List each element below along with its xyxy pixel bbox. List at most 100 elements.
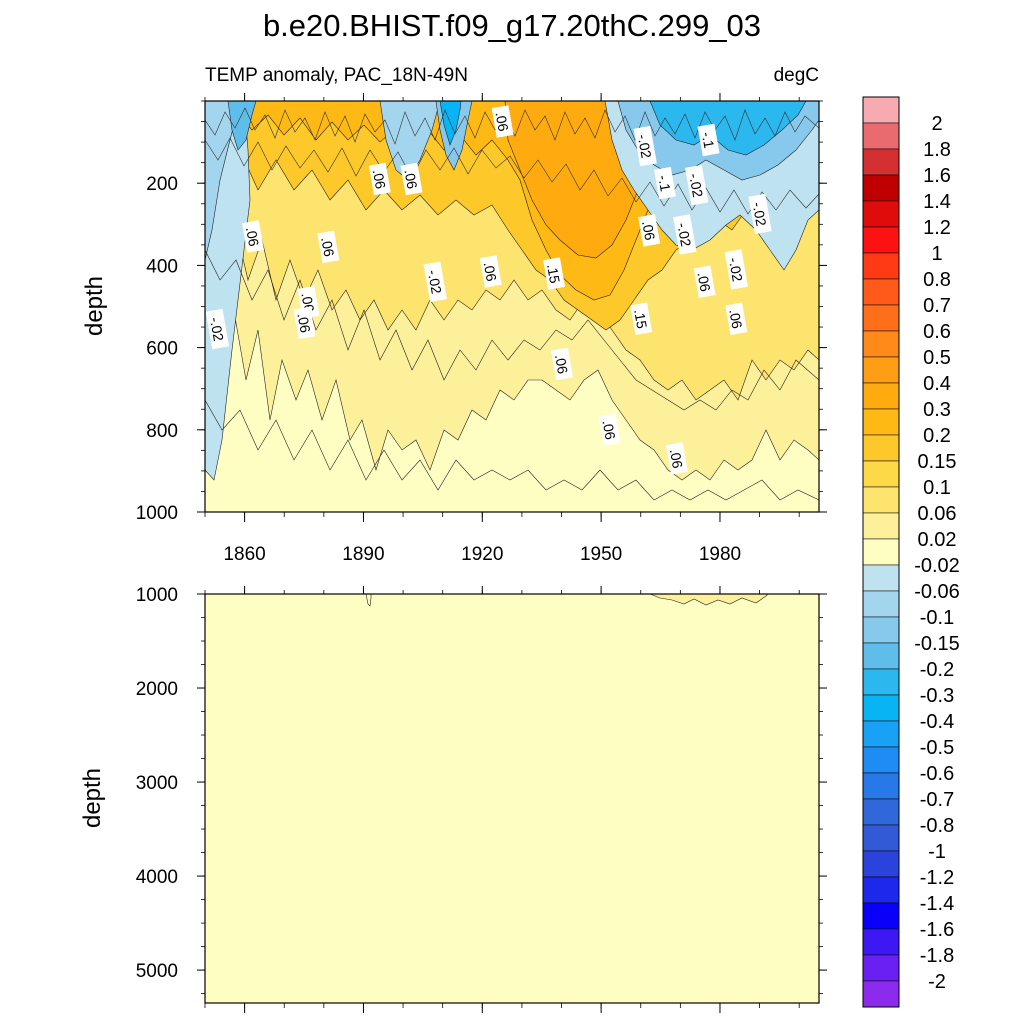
y-tick-label: 200 <box>146 174 178 195</box>
lower-y-axis: 1000 2000 3000 4000 5000 <box>136 585 827 994</box>
contour-label: .06 <box>368 162 391 196</box>
x-tick-label: 1980 <box>699 544 741 565</box>
units-label: degC <box>774 65 819 86</box>
y-tick-label: 1000 <box>136 503 178 524</box>
colorbar-level-label: 1.4 <box>923 191 951 213</box>
colorbar-swatch <box>862 304 900 332</box>
colorbar-swatch <box>862 694 900 722</box>
contour-label: .06 <box>400 162 423 196</box>
colorbar-swatch <box>862 928 900 956</box>
colorbar-level-label: 0.3 <box>923 399 951 421</box>
contour-label-text: .06 <box>481 261 500 283</box>
contour-label-bg <box>479 255 502 288</box>
contour-label-bg <box>724 249 748 290</box>
upper-y-axis-label: depth <box>81 276 108 336</box>
contour-label: .06 <box>491 105 514 138</box>
contour-label-bg <box>293 306 316 340</box>
colorbar-level-label: -0.2 <box>920 659 954 681</box>
upper-y-axis: 200 400 600 800 1000 <box>136 100 827 524</box>
colorbar-level-label: -0.3 <box>920 685 954 707</box>
colorbar-level-label: 1.8 <box>923 139 951 161</box>
lower-x-axis <box>204 586 800 1013</box>
colorbar-level-label: -0.5 <box>920 737 954 759</box>
y-tick-label: 2000 <box>136 679 178 700</box>
colorbar-level-label: 0.5 <box>923 347 951 369</box>
x-tick-label: 1950 <box>580 544 622 565</box>
colorbar-swatch <box>862 226 900 254</box>
y-tick-label: 1000 <box>136 585 178 606</box>
contour-label-text: .15 <box>631 308 650 330</box>
colorbar-level-label: -2 <box>928 971 946 993</box>
colorbar-level-label: 0.15 <box>918 451 957 473</box>
colorbar-level-label: 0.4 <box>923 373 951 395</box>
contour-label: .06 <box>665 442 688 475</box>
colorbar-swatch <box>862 642 900 670</box>
contour-label-bg <box>205 308 230 350</box>
contour-label: .06 <box>598 413 621 446</box>
contour-label-bg <box>598 413 621 446</box>
colorbar-swatch <box>862 174 900 202</box>
colorbar-level-label: 0.1 <box>923 477 951 499</box>
colorbar-swatch <box>862 590 900 618</box>
colorbar-level-label: 0.2 <box>923 425 951 447</box>
colorbar-swatch <box>862 460 900 488</box>
colorbar-swatch <box>862 200 900 228</box>
colorbar-level-label: -1 <box>928 841 946 863</box>
colorbar-swatch <box>862 668 900 696</box>
contour-label-bg <box>654 166 676 200</box>
colorbar-frame <box>862 96 900 1008</box>
contour-label-bg <box>697 123 720 157</box>
colorbar-level-label: -0.15 <box>914 633 960 655</box>
contour-label: -.02 <box>423 261 447 302</box>
colorbar-swatch <box>862 486 900 514</box>
colorbar-level-label: 0.06 <box>918 503 957 525</box>
colorbar-swatch <box>862 330 900 358</box>
contour-label-text: .06 <box>639 219 658 241</box>
contour-label: -.02 <box>685 164 709 206</box>
contour-label-bg <box>725 302 748 335</box>
colorbar-swatch <box>862 902 900 930</box>
contour-label: .06 <box>638 214 661 247</box>
contour-label-text: .06 <box>726 308 745 330</box>
contour-label: -.02 <box>748 193 772 235</box>
colorbar-swatch <box>862 96 900 124</box>
contour-label: .06 <box>317 230 340 264</box>
contour-label-bg <box>242 220 265 253</box>
lower-fill-0.02 <box>205 594 819 1003</box>
lower-contour <box>365 594 372 607</box>
contour-label-bg <box>551 347 573 381</box>
contour-label-bg <box>665 442 688 475</box>
upper-x-axis: 1860 1890 1920 1950 1980 <box>204 93 800 565</box>
contour-label-text: .06 <box>401 168 420 190</box>
x-tick-label: 1890 <box>342 544 384 565</box>
colorbar-swatch <box>862 876 900 904</box>
colorbar-level-label: -0.8 <box>920 815 954 837</box>
cool-region <box>227 101 257 151</box>
colorbar-level-label: 1.6 <box>923 165 951 187</box>
contour-label: -.02 <box>724 249 748 290</box>
colorbar-level-label: -0.7 <box>920 789 954 811</box>
contour-label: .15 <box>543 257 566 290</box>
contour-label-bg <box>423 261 447 302</box>
contour-label-text: -.02 <box>686 172 706 199</box>
contour-labels: .06-.02 -.1-.1.06.06 -.02-.02.06.06.06 -.02… <box>205 105 772 475</box>
contour-label: .06 <box>693 265 716 299</box>
contour-label-text: -.02 <box>674 221 694 248</box>
colorbar-level-label: -1.2 <box>920 867 954 889</box>
contour-label: .06 <box>242 220 265 253</box>
contour-label: -.1 <box>654 166 676 200</box>
y-tick-label: 400 <box>146 256 178 277</box>
contour-label-text: .06 <box>493 111 512 133</box>
x-tick-label: 1920 <box>461 544 503 565</box>
colorbar-level-label: 0.6 <box>923 321 951 343</box>
colorbar-level-label: -0.4 <box>920 711 954 733</box>
y-tick-label: 3000 <box>136 773 178 794</box>
colorbar-level-label: 0.8 <box>923 269 951 291</box>
contour-label: .06 <box>725 302 748 335</box>
contour-label: .06 <box>479 255 502 288</box>
variable-label: TEMP anomaly, PAC_18N-49N <box>205 65 468 86</box>
contour-label-bg <box>693 265 716 299</box>
contour-label-text: -.02 <box>425 269 445 296</box>
colorbar-level-label: 1 <box>931 243 942 265</box>
